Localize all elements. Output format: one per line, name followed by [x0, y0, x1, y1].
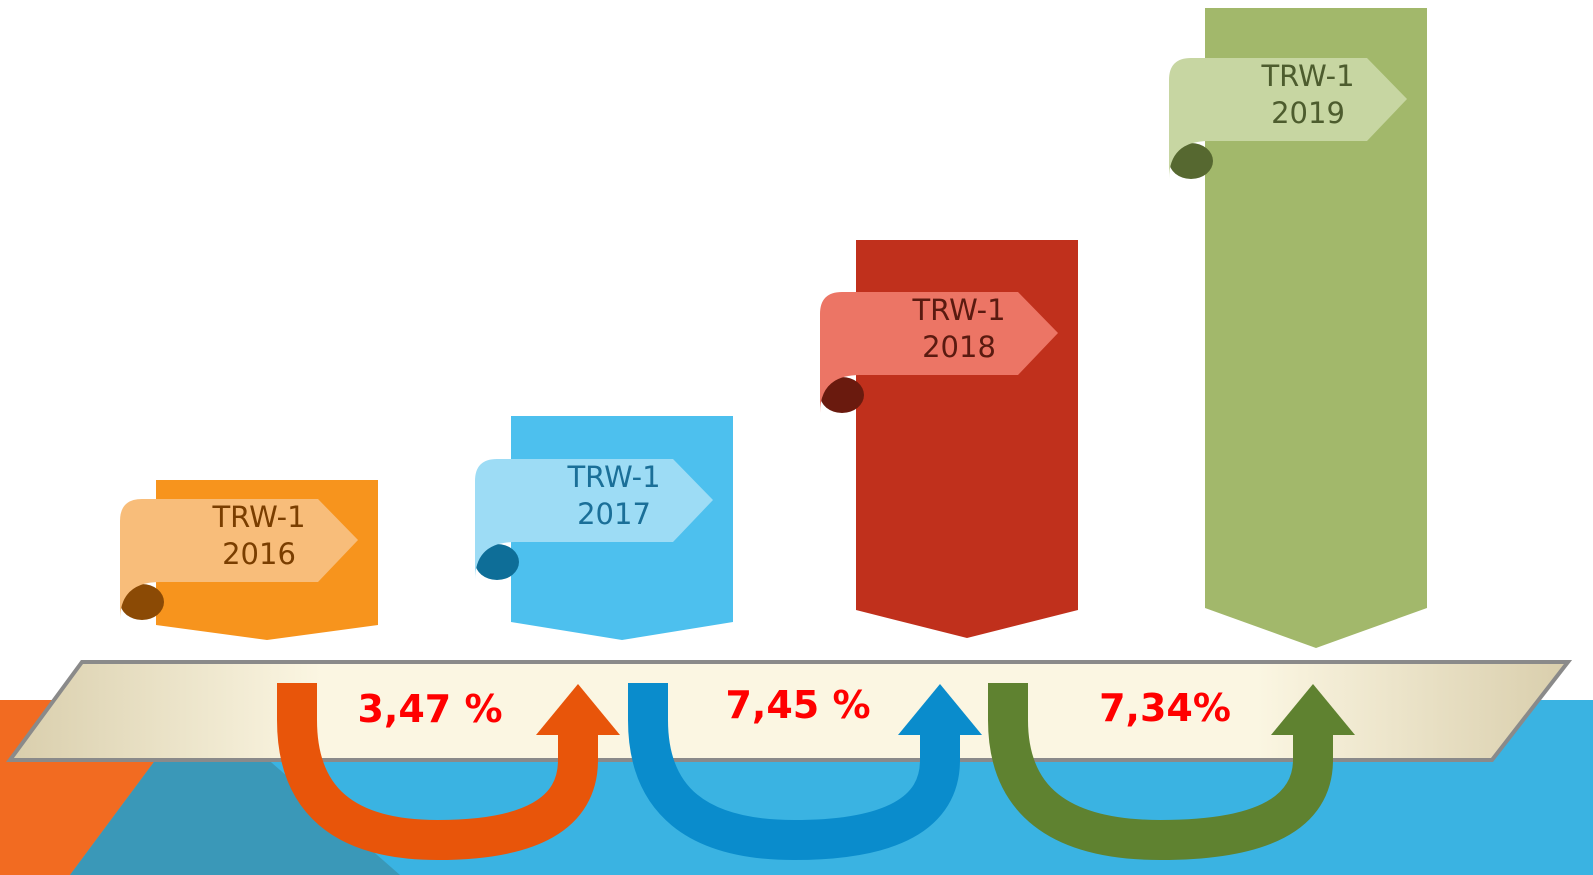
column-year: 2019 — [1271, 96, 1345, 130]
growth-label: 3,47 % — [357, 687, 502, 731]
column-year: 2017 — [577, 497, 651, 531]
column-label: TRW-1 — [911, 293, 1005, 327]
infographic: TRW-12016TRW-12017TRW-12018TRW-12019 3,4… — [0, 0, 1593, 875]
column-year: 2016 — [222, 537, 296, 571]
column-year: 2018 — [922, 330, 996, 364]
growth-label: 7,34% — [1099, 686, 1231, 730]
column-label: TRW-1 — [1260, 59, 1354, 93]
column-label: TRW-1 — [566, 460, 660, 494]
growth-label: 7,45 % — [725, 683, 870, 727]
column-label: TRW-1 — [211, 500, 305, 534]
